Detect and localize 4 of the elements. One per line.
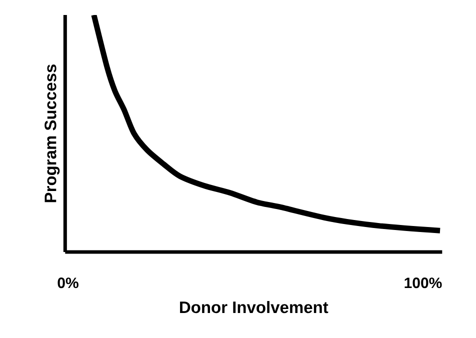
- x-tick-label: 0%: [58, 278, 78, 288]
- x-tick-label: 100%: [404, 278, 442, 288]
- x-axis-title: Donor Involvement: [180, 301, 328, 314]
- y-axis-title: Program Success: [44, 64, 60, 202]
